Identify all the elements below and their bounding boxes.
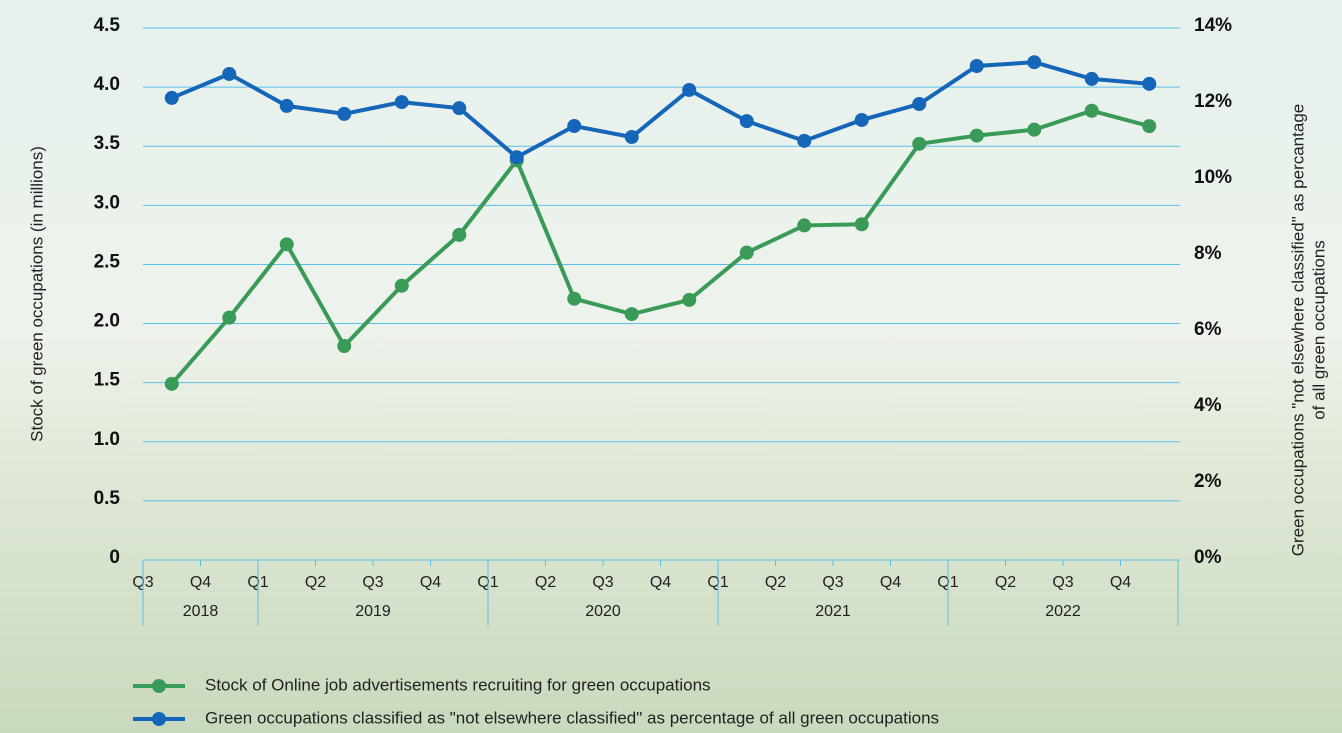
data-point: [797, 218, 812, 233]
data-point: [969, 59, 984, 73]
data-point: [739, 114, 754, 129]
y-tick-label: 3.0: [94, 192, 120, 213]
y2-tick-label: 0%: [1194, 547, 1222, 568]
data-point: [1027, 55, 1042, 70]
data-point: [567, 119, 582, 134]
x-tick-label: Q3: [592, 574, 613, 591]
y2-tick-label: 4%: [1194, 395, 1222, 416]
data-point: [624, 130, 639, 145]
data-point: [394, 95, 409, 110]
x-tick-label: Q2: [995, 574, 1016, 591]
data-point: [854, 217, 869, 232]
data-point: [337, 339, 352, 354]
x-tick-label: Q4: [190, 574, 211, 591]
x-tick-label: Q2: [535, 574, 556, 591]
y2-tick-label: 6%: [1194, 319, 1222, 340]
y-tick-label: 2.5: [94, 251, 121, 272]
legend-label: Stock of Online job advertisements recru…: [205, 675, 711, 694]
y-tick-label: 0: [109, 547, 120, 568]
x-tick-label: Q4: [1110, 574, 1131, 591]
y2-axis-title: of all green occupations: [1309, 240, 1328, 420]
year-label: 2022: [1045, 603, 1081, 620]
data-point: [337, 106, 352, 121]
y-tick-label: 1.0: [94, 429, 120, 450]
x-tick-label: Q3: [362, 574, 383, 591]
y2-tick-label: 8%: [1194, 243, 1222, 264]
y-axis-title: Stock of green occupations (in millions): [27, 146, 46, 442]
data-point: [164, 376, 179, 391]
legend-marker: [152, 679, 166, 693]
data-point: [854, 112, 869, 127]
legend-item: Stock of Online job advertisements recru…: [133, 675, 711, 694]
y-tick-label: 4.0: [94, 74, 120, 95]
y2-axis-title: Green occupations "not elsewhere classif…: [1288, 104, 1307, 556]
x-tick-label: Q2: [305, 574, 326, 591]
legend-marker: [152, 712, 166, 726]
x-tick-label: Q3: [1052, 574, 1073, 591]
x-tick-label: Q4: [650, 574, 671, 591]
data-point: [682, 292, 697, 307]
data-point: [624, 307, 639, 322]
data-point: [739, 245, 754, 260]
data-point: [797, 133, 812, 148]
data-point: [222, 66, 237, 81]
legend-item: Green occupations classified as "not els…: [133, 708, 939, 727]
data-point: [1142, 76, 1157, 91]
x-tick-label: Q4: [420, 574, 441, 591]
x-tick-label: Q3: [822, 574, 843, 591]
year-label: 2018: [183, 603, 219, 620]
data-point: [222, 310, 237, 325]
year-label: 2021: [815, 603, 851, 620]
data-point: [1142, 119, 1157, 134]
data-point: [452, 101, 467, 116]
data-point: [509, 150, 524, 165]
data-point: [1027, 122, 1042, 137]
y2-tick-label: 10%: [1194, 167, 1232, 188]
y-tick-label: 3.5: [94, 133, 121, 154]
y-tick-label: 0.5: [94, 488, 121, 509]
data-point: [969, 128, 984, 143]
data-point: [1084, 103, 1099, 118]
data-point: [1084, 71, 1099, 86]
data-point: [279, 237, 294, 252]
y2-tick-label: 14%: [1194, 15, 1232, 36]
year-label: 2020: [585, 603, 621, 620]
y2-tick-label: 2%: [1194, 471, 1222, 492]
x-tick-label: Q2: [765, 574, 786, 591]
y-tick-label: 2.0: [94, 311, 120, 332]
data-point: [912, 136, 927, 151]
year-label: 2019: [355, 603, 391, 620]
y2-tick-label: 12%: [1194, 91, 1232, 112]
data-point: [912, 97, 927, 111]
data-point: [279, 98, 294, 113]
y-tick-label: 1.5: [94, 370, 121, 391]
legend-label: Green occupations classified as "not els…: [205, 708, 939, 727]
data-point: [567, 291, 582, 306]
series-line: [170, 108, 1150, 386]
data-point: [164, 90, 179, 105]
x-tick-label: Q4: [880, 574, 901, 591]
series-line: [170, 60, 1150, 160]
data-point: [682, 82, 697, 97]
data-point: [452, 227, 467, 242]
y-tick-label: 4.5: [94, 15, 121, 36]
data-point: [394, 278, 409, 293]
